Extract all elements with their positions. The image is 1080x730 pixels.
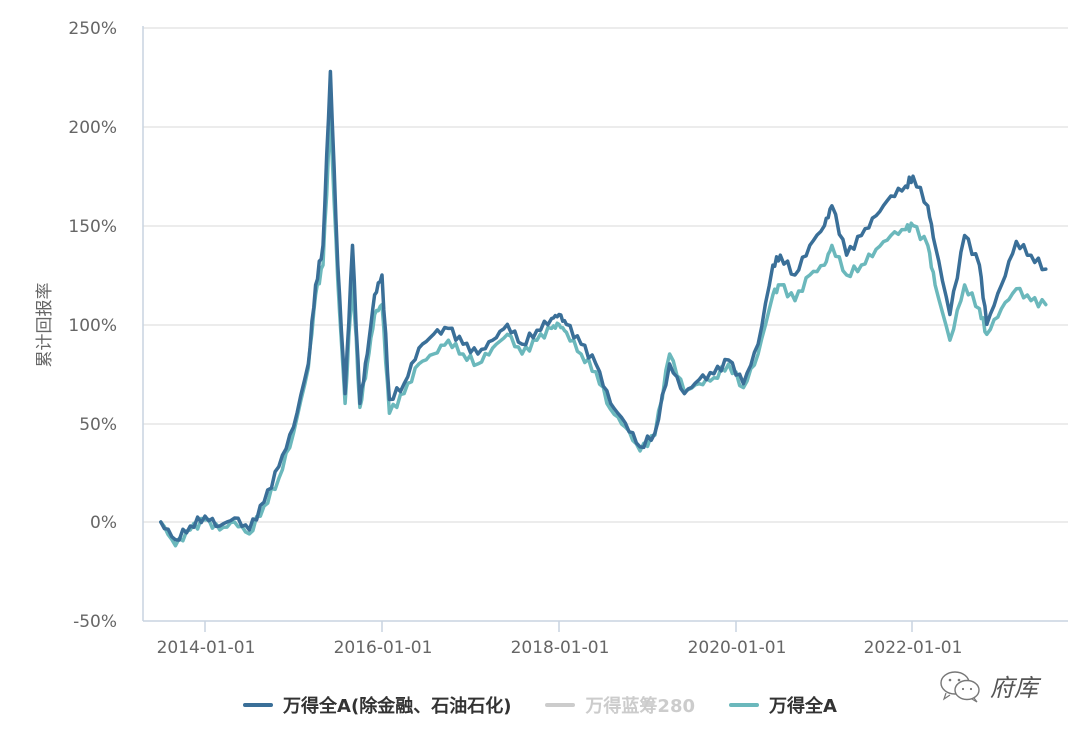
legend-swatch	[243, 703, 274, 707]
legend-label: 万得蓝筹280	[585, 696, 696, 717]
y-tick: 250%	[68, 19, 117, 39]
legend-swatch	[545, 703, 576, 707]
legend-label: 万得全A	[769, 696, 837, 717]
watermark-text: 府库	[990, 674, 1038, 702]
legend-item-wind-bluechip-280[interactable]: 万得蓝筹280	[545, 692, 695, 718]
x-tick: 2020-01-01	[688, 638, 787, 658]
y-tick: 50%	[79, 415, 117, 435]
y-tick-labels: 250% 200% 150% 100% 50% 0% -50%	[68, 19, 117, 632]
legend: 万得全A(除金融、石油石化) 万得蓝筹280 万得全A	[0, 688, 1080, 722]
wechat-icon	[940, 670, 980, 703]
x-tick: 2016-01-01	[334, 638, 433, 658]
y-axis-title: 累计回报率	[35, 283, 55, 368]
x-tick: 2014-01-01	[157, 638, 256, 658]
legend-item-wind-all-a[interactable]: 万得全A	[729, 692, 837, 718]
y-tick: 200%	[68, 118, 117, 138]
y-tick: 0%	[90, 513, 117, 533]
y-tick: 100%	[68, 316, 117, 336]
line-chart: 250% 200% 150% 100% 50% 0% -50% 2014-01-…	[35, 19, 1068, 658]
series-line-wind-all-a-ex-fin-petro	[159, 69, 1048, 542]
grid-lines	[143, 27, 1068, 523]
x-tick-labels: 2014-01-01 2016-01-01 2018-01-01 2020-01…	[157, 638, 963, 658]
legend-item-wind-all-a-ex-fin-petro[interactable]: 万得全A(除金融、石油石化)	[243, 692, 511, 718]
y-tick: -50%	[73, 612, 117, 632]
x-axis-ticks	[204, 621, 913, 632]
y-tick: 150%	[68, 217, 117, 237]
legend-swatch	[729, 703, 760, 707]
legend-label: 万得全A(除金融、石油石化)	[283, 696, 512, 717]
watermark: 府库	[938, 668, 1038, 703]
series-layer	[159, 69, 1048, 548]
x-tick: 2022-01-01	[864, 638, 963, 658]
x-tick: 2018-01-01	[511, 638, 610, 658]
series-line-wind-all-a	[159, 115, 1048, 548]
